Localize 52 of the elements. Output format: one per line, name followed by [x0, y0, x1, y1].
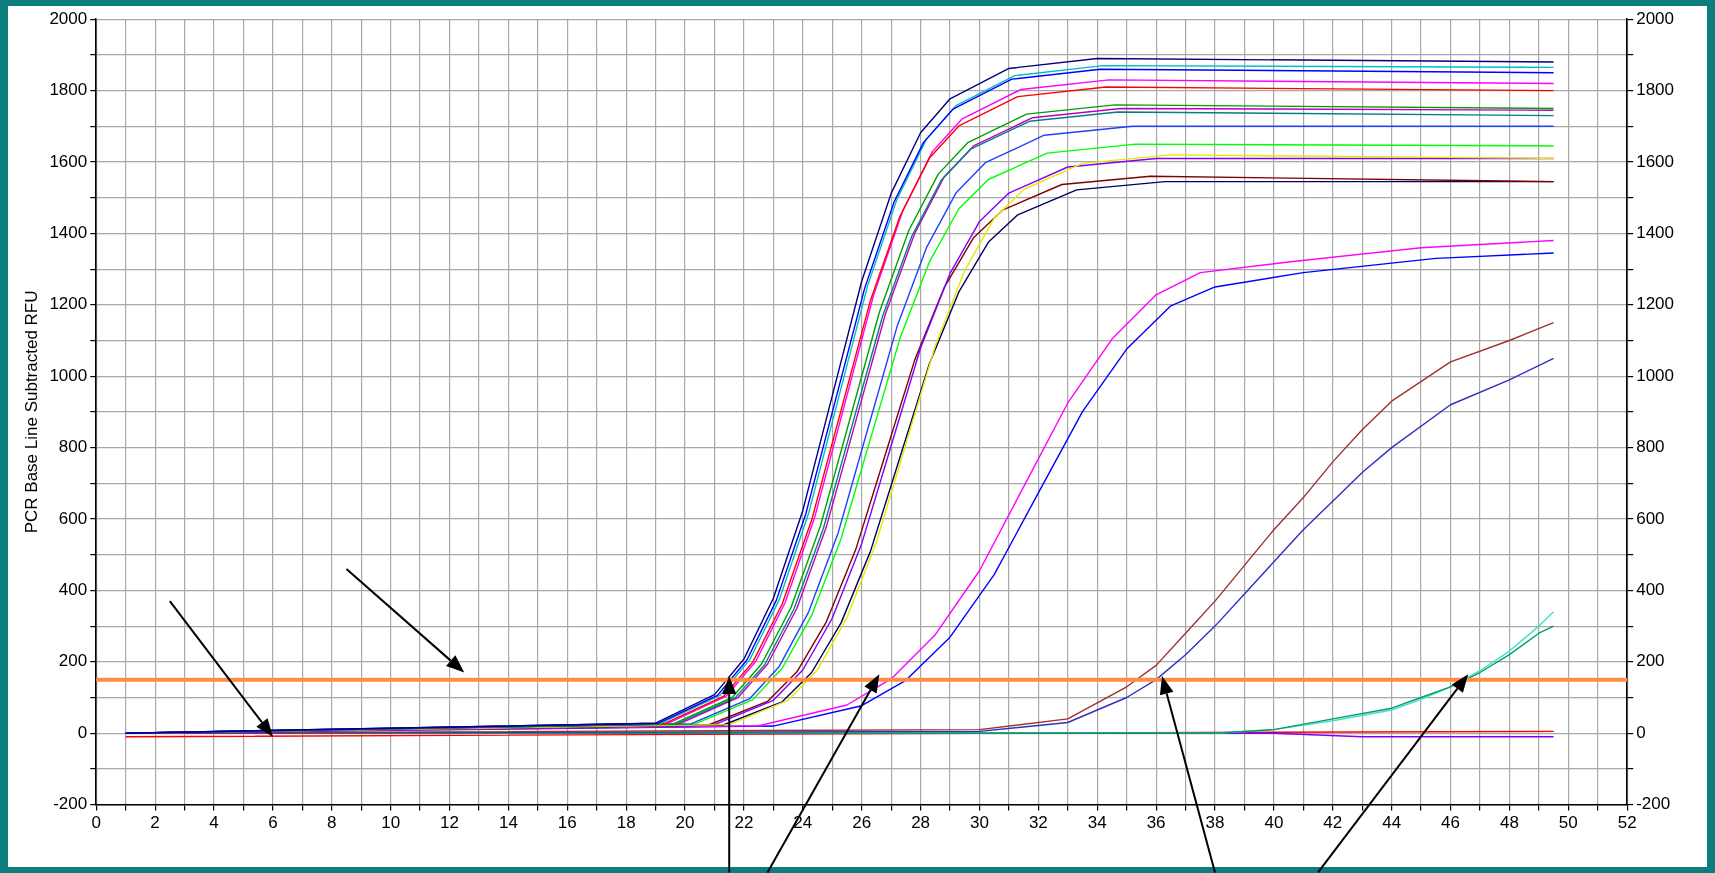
y-tick-label: -200: [53, 794, 88, 814]
x-tick-label: 44: [1382, 813, 1402, 833]
y2-tick-label: -200: [1636, 794, 1671, 814]
y2-tick-label: 1000: [1636, 365, 1675, 385]
y-tick-label: 1000: [49, 365, 88, 385]
y2-tick-label: 600: [1636, 508, 1665, 528]
x-tick-label: 26: [852, 813, 872, 833]
x-tick-label: 40: [1264, 813, 1284, 833]
y2-tick-label: 200: [1636, 651, 1665, 671]
x-tick-label: 28: [911, 813, 931, 833]
x-tick-label: 12: [440, 813, 459, 833]
x-tick-label: 24: [793, 813, 813, 833]
x-tick-label: 4: [209, 813, 219, 833]
y-tick-label: 2000: [49, 8, 88, 28]
x-tick-label: 10: [381, 813, 401, 833]
y2-tick-label: 1400: [1636, 223, 1675, 243]
y-tick-label: 1200: [49, 294, 88, 314]
y-tick-label: 600: [58, 508, 88, 528]
y-tick-label: 0: [77, 722, 88, 742]
y2-tick-label: 400: [1636, 580, 1665, 600]
x-tick-label: 38: [1205, 813, 1225, 833]
x-tick-label: 34: [1087, 813, 1107, 833]
y2-tick-label: 800: [1636, 437, 1665, 457]
x-tick-label: 48: [1499, 813, 1519, 833]
x-tick-label: 8: [327, 813, 337, 833]
x-tick-label: 14: [498, 813, 518, 833]
y-tick-label: 200: [58, 651, 88, 671]
y2-tick-label: 0: [1636, 722, 1646, 742]
x-tick-label: 50: [1558, 813, 1578, 833]
y-tick-label: 1600: [49, 151, 88, 171]
x-tick-label: 30: [970, 813, 989, 833]
y2-tick-label: 2000: [1636, 8, 1675, 28]
y-tick-label: 1400: [49, 223, 88, 243]
y-axis-title: PCR Base Line Subtracted RFU: [21, 290, 41, 534]
x-tick-label: 46: [1441, 813, 1460, 833]
x-tick-label: 42: [1323, 813, 1343, 833]
x-tick-label: 2: [150, 813, 160, 833]
x-tick-label: 16: [557, 813, 577, 833]
x-tick-label: 32: [1028, 813, 1048, 833]
y-tick-label: 1800: [49, 80, 88, 100]
y-tick-label: 800: [58, 437, 88, 457]
y2-tick-label: 1800: [1636, 80, 1675, 100]
y-tick-label: 400: [58, 580, 88, 600]
x-tick-label: 52: [1617, 813, 1637, 833]
x-tick-label: 6: [268, 813, 278, 833]
x-tick-label: 36: [1146, 813, 1166, 833]
y2-tick-label: 1200: [1636, 294, 1675, 314]
x-tick-label: 0: [91, 813, 101, 833]
y2-tick-label: 1600: [1636, 151, 1675, 171]
x-tick-label: 20: [675, 813, 695, 833]
x-tick-label: 22: [734, 813, 754, 833]
x-tick-label: 18: [616, 813, 636, 833]
